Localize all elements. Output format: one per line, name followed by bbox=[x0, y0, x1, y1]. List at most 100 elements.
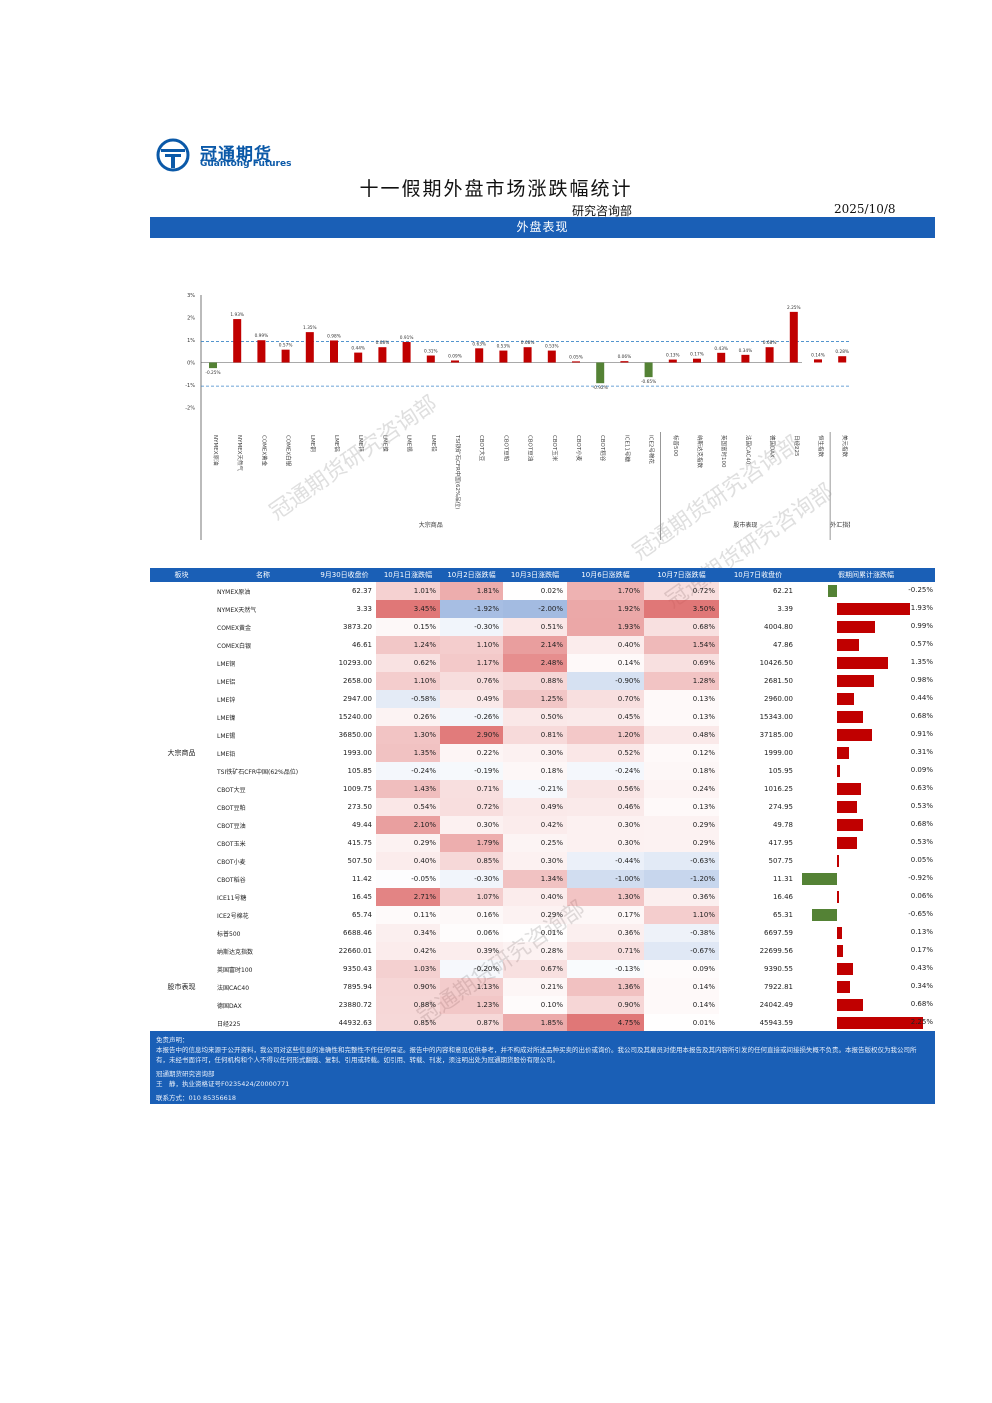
table-row: TSI铁矿石CFR中国(62%品位) 105.85 -0.24% -0.19% 0.18… bbox=[150, 762, 935, 780]
value-cell: 4004.80 bbox=[764, 623, 793, 631]
value-cell: 0.56% bbox=[567, 780, 644, 798]
cumulative-cell: 0.13% bbox=[797, 924, 935, 942]
header-cell: 假期间累计涨跌幅 bbox=[797, 568, 935, 582]
value-cell: 3873.20 bbox=[343, 623, 372, 631]
bar-mark bbox=[668, 359, 677, 363]
y-tick-label: -1% bbox=[185, 383, 195, 389]
instrument-name: CBOT稻谷 bbox=[217, 876, 246, 884]
cumulative-bar bbox=[837, 711, 863, 723]
data-label: 1.35% bbox=[303, 325, 317, 331]
header-cell: 10月1日涨跌幅 bbox=[376, 568, 440, 582]
value-cell: 0.13% bbox=[644, 798, 719, 816]
value-cell: -0.26% bbox=[440, 708, 503, 726]
value-cell: -0.30% bbox=[440, 870, 503, 888]
value-cell: 0.30% bbox=[567, 816, 644, 834]
value-cell: 0.12% bbox=[644, 744, 719, 762]
value-cell: 0.15% bbox=[376, 618, 440, 636]
value-cell: 2947.00 bbox=[343, 695, 372, 703]
bar-mark bbox=[475, 348, 484, 363]
table-row: LME铝 2658.00 1.10% 0.76% 0.88% -0.90% 1.28% 268… bbox=[150, 672, 935, 690]
x-tick-label: 德国DAX bbox=[769, 435, 777, 458]
value-cell: 23880.72 bbox=[338, 1001, 372, 1009]
value-cell: 2.71% bbox=[376, 888, 440, 906]
value-cell: 0.29% bbox=[644, 834, 719, 852]
value-cell: 417.95 bbox=[768, 839, 794, 847]
value-cell: 0.13% bbox=[644, 708, 719, 726]
value-cell: 6688.46 bbox=[343, 929, 372, 937]
instrument-name: LME镍 bbox=[217, 714, 236, 722]
table-row: 日经225 44932.63 0.85% 0.87% 1.85% 4.75% 0.01% 45… bbox=[150, 1014, 935, 1032]
value-cell: 0.46% bbox=[567, 798, 644, 816]
value-cell: 1.13% bbox=[440, 978, 503, 996]
disclaimer-body: 本报告中的信息均来源于公开资料，我公司对这些信息的准确性和完整性不作任何保证。报… bbox=[156, 1046, 917, 1064]
cumulative-cell: -0.92% bbox=[797, 870, 935, 888]
value-cell: 36850.00 bbox=[338, 731, 372, 739]
value-cell: -0.21% bbox=[503, 780, 567, 798]
cumulative-label: 0.31% bbox=[910, 748, 933, 756]
table-row: LME锡 36850.00 1.30% 2.90% 0.81% 1.20% 0.48% 371… bbox=[150, 726, 935, 744]
header-cell: 10月7日收盘价 bbox=[719, 568, 797, 582]
group-label: 大宗商品 bbox=[419, 521, 443, 529]
value-cell: 0.50% bbox=[503, 708, 567, 726]
value-cell: 0.71% bbox=[567, 942, 644, 960]
cumulative-bar bbox=[837, 729, 872, 741]
value-cell: 0.40% bbox=[567, 636, 644, 654]
cumulative-cell: 0.91% bbox=[797, 726, 935, 744]
value-cell: 2.48% bbox=[503, 654, 567, 672]
value-cell: -0.38% bbox=[644, 924, 719, 942]
x-tick-label: CBOT稻谷 bbox=[599, 435, 607, 462]
instrument-name: LME锡 bbox=[217, 732, 236, 740]
value-cell: 1.25% bbox=[503, 690, 567, 708]
value-cell: 65.74 bbox=[351, 911, 372, 919]
header-cell: 板块 bbox=[150, 568, 213, 582]
bar-mark bbox=[717, 352, 726, 363]
value-cell: 0.22% bbox=[440, 744, 503, 762]
x-tick-label: LME锌 bbox=[357, 435, 365, 452]
cumulative-cell: 0.09% bbox=[797, 762, 935, 780]
value-cell: -0.63% bbox=[644, 852, 719, 870]
value-cell: 0.14% bbox=[644, 996, 719, 1014]
value-cell: -0.13% bbox=[567, 960, 644, 978]
y-tick-label: 2% bbox=[187, 316, 195, 322]
value-cell: 62.37 bbox=[351, 587, 372, 595]
value-cell: 0.30% bbox=[503, 744, 567, 762]
table-row: CBOT玉米 415.75 0.29% 1.79% 0.25% 0.30% 0.29% 417… bbox=[150, 834, 935, 852]
x-tick-label: LME铜 bbox=[309, 435, 317, 452]
value-cell: 1.07% bbox=[440, 888, 503, 906]
value-cell: 273.50 bbox=[347, 803, 373, 811]
table-row: CBOT稻谷 11.42 -0.05% -0.30% 1.34% -1.00% -1.20%… bbox=[150, 870, 935, 888]
value-cell: 1009.75 bbox=[343, 785, 372, 793]
cumulative-label: -0.25% bbox=[908, 586, 933, 594]
value-cell: 1016.25 bbox=[764, 785, 793, 793]
cumulative-label: 0.68% bbox=[910, 820, 933, 828]
value-cell: 1.35% bbox=[376, 744, 440, 762]
value-cell: 6697.59 bbox=[764, 929, 793, 937]
value-cell: 0.42% bbox=[503, 816, 567, 834]
value-cell: 15240.00 bbox=[338, 713, 372, 721]
x-tick-label: 英国富时100 bbox=[720, 435, 728, 468]
table-row: LME铅 1993.00 1.35% 0.22% 0.30% 0.52% 0.12% 1999… bbox=[150, 744, 935, 762]
x-tick-label: TSI铁矿石CFR中国(62%品位) bbox=[454, 434, 462, 509]
cumulative-cell: 0.98% bbox=[797, 672, 935, 690]
instrument-name: 法国CAC40 bbox=[217, 984, 250, 992]
x-tick-label: ICE11号糖 bbox=[623, 435, 631, 462]
value-cell: 0.36% bbox=[567, 924, 644, 942]
value-cell: 3.50% bbox=[644, 600, 719, 618]
bar-mark bbox=[789, 311, 798, 363]
value-cell: 0.42% bbox=[376, 942, 440, 960]
y-tick-label: 0% bbox=[187, 361, 195, 367]
x-tick-label: COMEX黄金 bbox=[260, 435, 268, 467]
value-cell: -0.05% bbox=[411, 875, 436, 883]
value-cell: 1.85% bbox=[503, 1014, 567, 1032]
value-cell: 65.31 bbox=[772, 911, 793, 919]
x-tick-label: LME镍 bbox=[381, 435, 389, 452]
value-cell: -0.67% bbox=[644, 942, 719, 960]
bar-mark bbox=[741, 354, 750, 363]
x-tick-label: LME铅 bbox=[430, 435, 438, 452]
section-header: 外盘表现 bbox=[150, 217, 935, 238]
value-cell: 16.45 bbox=[351, 893, 372, 901]
value-cell: 0.40% bbox=[376, 852, 440, 870]
x-tick-label: CBOT豆油 bbox=[527, 435, 535, 462]
x-tick-label: LME锡 bbox=[406, 435, 414, 452]
cumulative-label: 0.44% bbox=[910, 694, 933, 702]
